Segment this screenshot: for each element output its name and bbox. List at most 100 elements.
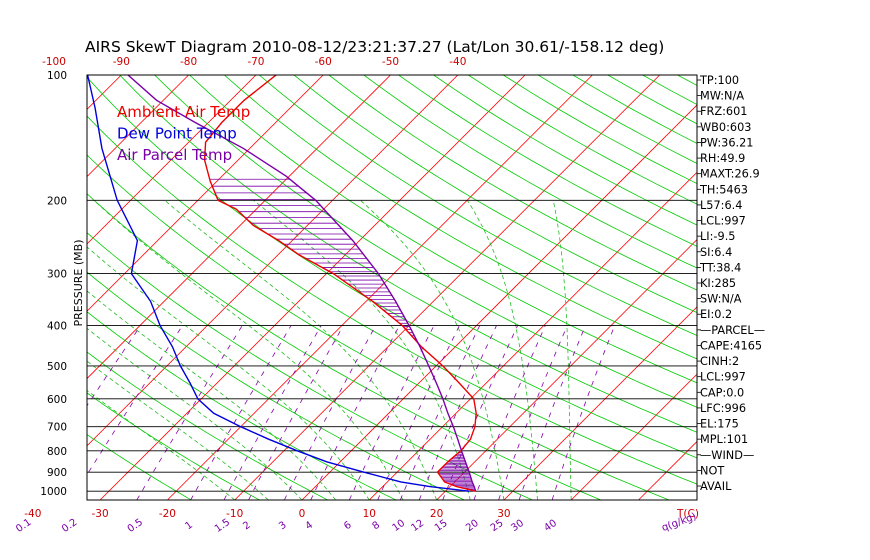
pressure-tick-label: 300: [47, 269, 67, 281]
mixing-ratio-tick-label: 20: [464, 518, 481, 534]
dry-adiabat-line: [642, 75, 697, 105]
dry-adiabat-line: [293, 75, 697, 314]
dry-adiabat-line: [87, 311, 397, 500]
top-temp-tick-label: -40: [449, 56, 466, 68]
panel-entry: L57:6.4: [700, 199, 742, 212]
legend-entry: Air Parcel Temp: [117, 146, 232, 164]
moist-adiabat-line: [87, 327, 303, 500]
pressure-tick-label: 900: [47, 467, 67, 479]
mixing-ratio-tick-label: 12: [409, 518, 426, 534]
panel-entry: CAP:0.0: [700, 386, 744, 399]
dry-adiabat-line: [87, 193, 601, 500]
mixing-ratio-tick-label: 2: [241, 520, 253, 533]
isotherm-line: [87, 75, 391, 380]
moist-adiabat-line: [87, 290, 336, 500]
moist-adiabat-line: [164, 199, 437, 500]
top-temp-tick-label: -90: [113, 56, 130, 68]
panel-entry: —PARCEL—: [700, 324, 765, 337]
mixing-ratio-line: [498, 325, 568, 500]
dry-adiabat-line: [154, 75, 697, 408]
mixing-ratio-line: [283, 325, 376, 500]
panel-entry: SW:N/A: [700, 293, 742, 306]
mixing-ratio-line: [248, 325, 344, 500]
isotherm-line: [0, 75, 54, 500]
series-line: [127, 75, 477, 492]
mixing-ratio-line: [551, 325, 616, 500]
panel-entry: CAPE:4165: [700, 339, 762, 352]
profile-series: [87, 75, 477, 492]
panel-entry: LCL:997: [700, 371, 746, 384]
panel-entry: TP:100: [699, 74, 739, 87]
panel-entry: MPL:101: [700, 433, 748, 446]
panel-entry: AVAIL: [700, 480, 732, 493]
top-temp-tick-label: -50: [382, 56, 399, 68]
isotherm-line: [87, 75, 122, 110]
pressure-tick-label: 1000: [40, 486, 67, 498]
pressure-tick-label: 100: [47, 70, 67, 82]
panel-entry: EI:0.2: [700, 308, 732, 321]
dry-adiabat-lines: [87, 75, 697, 500]
top-temp-tick-label: -100: [42, 56, 66, 68]
mixing-ratio-line: [136, 325, 243, 500]
dry-adiabat-line: [87, 351, 328, 500]
bottom-temp-tick-label: -10: [226, 508, 243, 520]
isotherm-line: [503, 306, 697, 500]
top-temp-tick-label: -60: [315, 56, 332, 68]
mixing-ratio-lines: [87, 325, 616, 500]
bottom-temp-tick-label: -40: [24, 508, 41, 520]
dry-adiabat-line: [363, 75, 697, 269]
mixing-ratio-line: [190, 325, 292, 500]
top-temp-tick-label: -80: [180, 56, 197, 68]
isotherm-line: [87, 75, 189, 178]
mixing-ratio-tick-label: 4: [304, 520, 316, 533]
mixing-ratio-line: [442, 325, 518, 500]
bottom-temp-tick-label: 20: [430, 508, 443, 520]
plot-frame: [86, 74, 698, 501]
mixing-ratio-line: [377, 325, 460, 500]
mixing-ratio-line: [399, 325, 481, 500]
moist-adiabat-line: [87, 360, 269, 500]
legend: Ambient Air Temp Dew Point Temp Air Parcel…: [117, 103, 250, 164]
panel-entry: LFC:996: [700, 402, 746, 415]
isotherm-line: [301, 104, 697, 500]
panel-entry: —WIND—: [700, 449, 754, 462]
pressure-tick-label: 200: [47, 195, 67, 207]
mixing-ratio-line: [223, 325, 322, 500]
mixing-ratio-tick-label: 3: [277, 520, 289, 533]
dry-adiabat-line: [87, 434, 192, 500]
mixing-ratio-tick-label: 1: [183, 520, 195, 533]
mixing-ratio-tick-label: 0.2: [60, 517, 79, 535]
mixing-ratio-tick-label: 0.5: [126, 517, 145, 535]
dry-adiabat-line: [258, 75, 697, 336]
bottom-temp-tick-label: 30: [497, 508, 510, 520]
mixing-ratio-tick-label: 8: [371, 520, 383, 533]
pressure-tick-label: 500: [47, 361, 67, 373]
legend-entry: Ambient Air Temp: [117, 103, 250, 121]
dry-adiabat-line: [224, 75, 697, 360]
legend-entry: Dew Point Temp: [117, 125, 237, 143]
bottom-temp-tick-label: -30: [92, 508, 109, 520]
mixing-ratio-line: [87, 325, 141, 407]
stability-index-panel: TP:100 MW:N/A FRZ:601 WB0:603 PW:36.21 RH:49.…: [697, 74, 765, 493]
moist-adiabat-line: [552, 200, 572, 500]
isotherm-line: [167, 75, 593, 500]
dry-adiabat-line: [119, 75, 697, 433]
isotherm-line: [369, 171, 697, 500]
moist-adiabat-line: [87, 390, 235, 500]
panel-entry: TT:38.4: [699, 261, 741, 274]
pressure-tick-label: 400: [47, 321, 67, 333]
bottom-temp-tick-label: -20: [159, 508, 176, 520]
dry-adiabat-line: [398, 75, 697, 247]
panel-entry: MW:N/A: [700, 90, 744, 103]
mixing-ratio-line: [418, 325, 497, 500]
panel-entry: EL:175: [700, 418, 739, 431]
panel-entry: SI:6.4: [700, 246, 732, 259]
bottom-temp-tick-label: 10: [363, 508, 376, 520]
isotherm-line: [570, 373, 697, 500]
mixing-ratio-tick-label: 25: [489, 518, 506, 534]
panel-entry: RH:49.9: [700, 152, 745, 165]
pressure-tick-label: 800: [47, 446, 67, 458]
dry-adiabat-line: [502, 75, 697, 185]
dry-adiabat-line: [87, 115, 697, 485]
